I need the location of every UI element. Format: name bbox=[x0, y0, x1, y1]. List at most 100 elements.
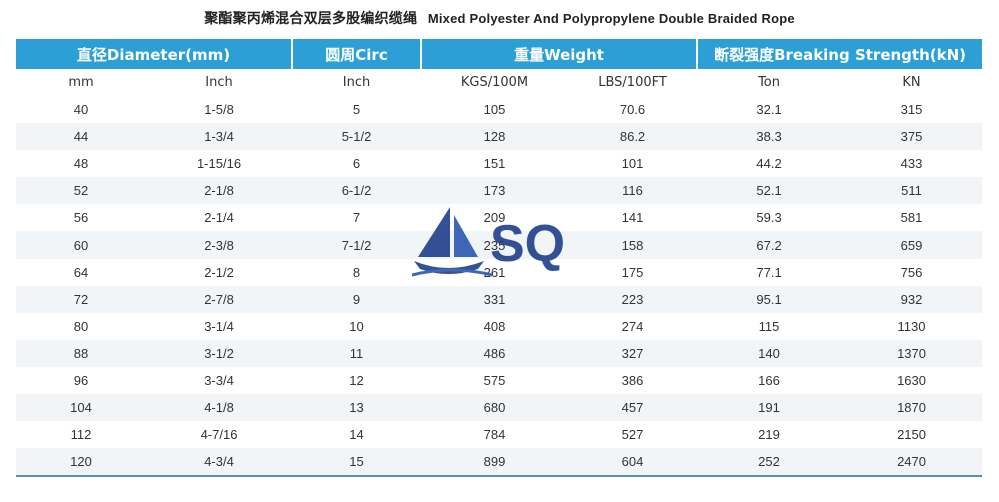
cell-inch-circ: 13 bbox=[292, 394, 422, 422]
table-row: 52 2-1/8 6-1/2 173 116 52.1 511 bbox=[16, 177, 983, 205]
cell-inch-circ: 9 bbox=[292, 285, 422, 313]
cell-inch-circ: 6-1/2 bbox=[292, 177, 422, 205]
cell-kn: 1370 bbox=[841, 339, 983, 367]
cell-kgs-per-100m: 235 bbox=[421, 231, 569, 259]
table-row: 56 2-1/4 7 209 141 59.3 581 bbox=[16, 204, 983, 232]
cell-mm: 80 bbox=[16, 312, 146, 340]
cell-lbs-per-100ft: 604 bbox=[568, 448, 698, 478]
table-row: 60 2-3/8 7-1/2 235 158 67.2 659 bbox=[16, 231, 983, 259]
cell-mm: 64 bbox=[16, 258, 146, 286]
cell-kn: 375 bbox=[841, 123, 983, 151]
table-row: 112 4-7/16 14 784 527 219 2150 bbox=[16, 421, 983, 449]
table-row: 44 1-3/4 5-1/2 128 86.2 38.3 375 bbox=[16, 123, 983, 151]
cell-kgs-per-100m: 261 bbox=[421, 258, 569, 286]
cell-mm: 104 bbox=[16, 394, 146, 422]
page-title: 聚酯聚丙烯混合双层多股编织缆绳 Mixed Polyester And Poly… bbox=[0, 8, 999, 28]
cell-lbs-per-100ft: 527 bbox=[568, 421, 698, 449]
cell-inch-diameter: 3-1/2 bbox=[146, 339, 293, 367]
unit-mm: mm bbox=[16, 69, 146, 96]
cell-kn: 659 bbox=[841, 231, 983, 259]
cell-lbs-per-100ft: 274 bbox=[568, 312, 698, 340]
cell-inch-diameter: 4-7/16 bbox=[146, 421, 293, 449]
cell-kgs-per-100m: 151 bbox=[421, 150, 569, 178]
cell-inch-circ: 10 bbox=[292, 312, 422, 340]
cell-kgs-per-100m: 784 bbox=[421, 421, 569, 449]
cell-kgs-per-100m: 105 bbox=[421, 96, 569, 124]
cell-mm: 72 bbox=[16, 285, 146, 313]
header-weight: 重量Weight bbox=[420, 39, 698, 69]
cell-ton: 115 bbox=[697, 312, 842, 340]
cell-kgs-per-100m: 486 bbox=[421, 339, 569, 367]
table-row: 40 1-5/8 5 105 70.6 32.1 315 bbox=[16, 96, 983, 124]
cell-kn: 1870 bbox=[841, 394, 983, 422]
cell-inch-diameter: 4-1/8 bbox=[146, 394, 293, 422]
cell-inch-diameter: 2-1/2 bbox=[146, 258, 293, 286]
cell-kn: 1130 bbox=[841, 312, 983, 340]
cell-inch-circ: 6 bbox=[292, 150, 422, 178]
cell-inch-diameter: 2-1/8 bbox=[146, 177, 293, 205]
unit-inch-diameter: Inch bbox=[146, 69, 293, 96]
cell-mm: 40 bbox=[16, 96, 146, 124]
cell-kn: 756 bbox=[841, 258, 983, 286]
cell-inch-circ: 7-1/2 bbox=[292, 231, 422, 259]
cell-lbs-per-100ft: 223 bbox=[568, 285, 698, 313]
cell-mm: 48 bbox=[16, 150, 146, 178]
cell-kn: 433 bbox=[841, 150, 983, 178]
cell-lbs-per-100ft: 86.2 bbox=[568, 123, 698, 151]
cell-ton: 77.1 bbox=[697, 258, 842, 286]
table-row: 64 2-1/2 8 261 175 77.1 756 bbox=[16, 258, 983, 286]
cell-inch-circ: 12 bbox=[292, 366, 422, 395]
cell-ton: 219 bbox=[697, 421, 842, 449]
cell-ton: 44.2 bbox=[697, 150, 842, 178]
cell-kgs-per-100m: 899 bbox=[421, 448, 569, 478]
cell-inch-circ: 14 bbox=[292, 421, 422, 449]
cell-lbs-per-100ft: 175 bbox=[568, 258, 698, 286]
cell-kn: 932 bbox=[841, 285, 983, 313]
cell-lbs-per-100ft: 101 bbox=[568, 150, 698, 178]
cell-kn: 2470 bbox=[841, 448, 983, 478]
cell-ton: 191 bbox=[697, 394, 842, 422]
cell-inch-circ: 5-1/2 bbox=[292, 123, 422, 151]
table-row: 104 4-1/8 13 680 457 191 1870 bbox=[16, 394, 983, 422]
table-body: 40 1-5/8 5 105 70.6 32.1 315 44 1-3/4 5-1/2 128 86.… bbox=[16, 96, 983, 478]
cell-kn: 1630 bbox=[841, 366, 983, 395]
cell-inch-circ: 15 bbox=[292, 448, 422, 478]
cell-ton: 59.3 bbox=[697, 204, 842, 232]
cell-inch-circ: 7 bbox=[292, 204, 422, 232]
cell-inch-diameter: 1-15/16 bbox=[146, 150, 293, 178]
cell-kn: 511 bbox=[841, 177, 983, 205]
cell-lbs-per-100ft: 386 bbox=[568, 366, 698, 395]
cell-kn: 2150 bbox=[841, 421, 983, 449]
cell-lbs-per-100ft: 457 bbox=[568, 394, 698, 422]
table-row: 88 3-1/2 11 486 327 140 1370 bbox=[16, 339, 983, 367]
cell-mm: 112 bbox=[16, 421, 146, 449]
table-row: 72 2-7/8 9 331 223 95.1 932 bbox=[16, 285, 983, 313]
title-chinese: 聚酯聚丙烯混合双层多股编织缆绳 bbox=[204, 11, 418, 27]
header-breaking-strength: 断裂强度Breaking Strength(kN) bbox=[696, 39, 983, 69]
unit-kn: KN bbox=[841, 69, 983, 96]
cell-ton: 38.3 bbox=[697, 123, 842, 151]
unit-inch-circ: Inch bbox=[292, 69, 422, 96]
cell-ton: 95.1 bbox=[697, 285, 842, 313]
cell-kgs-per-100m: 128 bbox=[421, 123, 569, 151]
header-diameter: 直径Diameter(mm) bbox=[16, 39, 293, 69]
cell-kgs-per-100m: 173 bbox=[421, 177, 569, 205]
cell-inch-diameter: 4-3/4 bbox=[146, 448, 293, 478]
cell-ton: 67.2 bbox=[697, 231, 842, 259]
cell-ton: 32.1 bbox=[697, 96, 842, 124]
header-circ: 圆周Circ bbox=[291, 39, 422, 69]
header-group-row: 直径Diameter(mm) 圆周Circ 重量Weight 断裂强度Break… bbox=[16, 39, 983, 69]
cell-kgs-per-100m: 575 bbox=[421, 366, 569, 395]
cell-mm: 88 bbox=[16, 339, 146, 367]
cell-kgs-per-100m: 408 bbox=[421, 312, 569, 340]
table-row: 48 1-15/16 6 151 101 44.2 433 bbox=[16, 150, 983, 178]
cell-ton: 252 bbox=[697, 448, 842, 478]
cell-lbs-per-100ft: 141 bbox=[568, 204, 698, 232]
cell-mm: 120 bbox=[16, 448, 146, 478]
cell-kn: 315 bbox=[841, 96, 983, 124]
cell-mm: 44 bbox=[16, 123, 146, 151]
table-row: 96 3-3/4 12 575 386 166 1630 bbox=[16, 366, 983, 395]
cell-kgs-per-100m: 209 bbox=[421, 204, 569, 232]
cell-lbs-per-100ft: 116 bbox=[568, 177, 698, 205]
cell-inch-diameter: 2-7/8 bbox=[146, 285, 293, 313]
